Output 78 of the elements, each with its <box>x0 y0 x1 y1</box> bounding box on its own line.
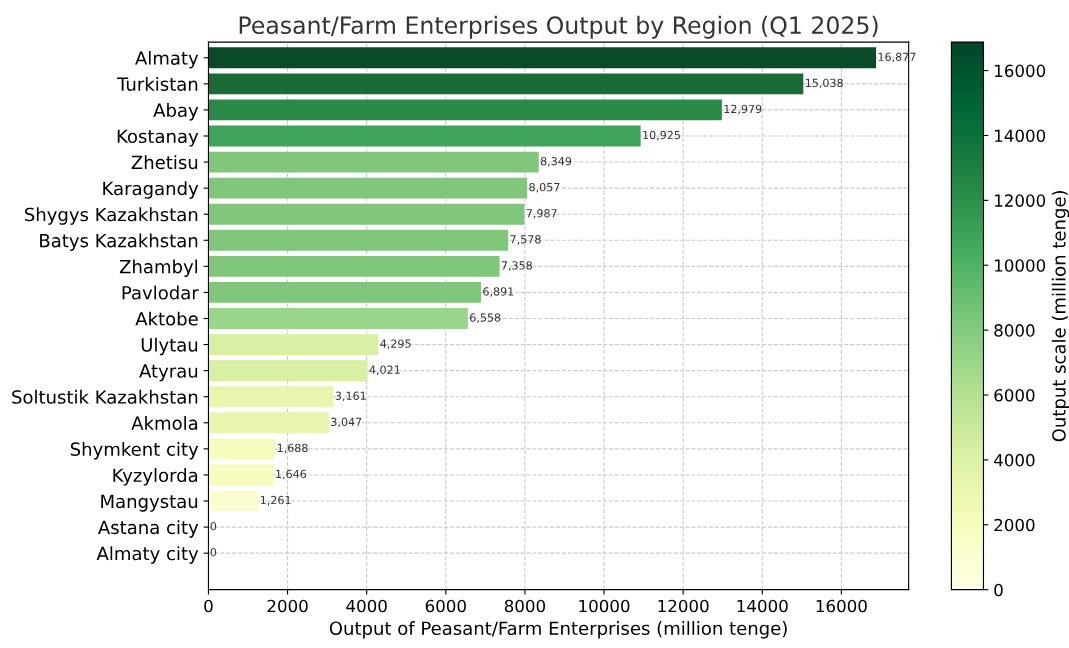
x-tick-label: 0 <box>204 599 213 613</box>
y-tick-label: Shymkent city <box>70 442 199 460</box>
y-tick-label: Soltustik Kazakhstan <box>12 389 198 404</box>
y-tick-label: Kyzylorda <box>113 468 198 486</box>
y-tick-label: Zhetisu <box>131 155 198 170</box>
x-tick-label: 6000 <box>425 599 466 613</box>
x-tick-label: 2000 <box>267 599 308 613</box>
bar <box>208 47 877 69</box>
bar <box>208 125 641 147</box>
y-tick-label: Astana city <box>98 520 199 538</box>
bar <box>208 99 722 121</box>
y-tick-label: Karagandy <box>103 181 199 199</box>
bar <box>208 151 539 173</box>
data-label: 3,161 <box>335 391 366 402</box>
x-tick-label: 14000 <box>737 599 788 613</box>
y-tick-label: Mangystau <box>101 494 198 512</box>
y-tick-label: Akmola <box>131 415 198 430</box>
bar <box>208 255 500 277</box>
x-tick-label: 12000 <box>658 599 709 613</box>
data-label: 15,038 <box>805 78 843 89</box>
y-tick-label: Ulytau <box>141 337 198 356</box>
bar <box>208 490 259 512</box>
bar <box>208 229 509 251</box>
color-bar-label: 8000 <box>994 324 1035 337</box>
color-bar-title: Output scale (million tenge) <box>1051 191 1069 442</box>
bar <box>208 282 482 303</box>
y-tick-label: Pavlodar <box>122 285 199 300</box>
data-label: 7,358 <box>501 261 532 271</box>
y-tick-label: Turkistan <box>117 76 198 91</box>
data-label: 12,979 <box>724 104 762 115</box>
color-bar-label: 4000 <box>994 453 1035 467</box>
bar <box>208 386 334 408</box>
data-label: 7,578 <box>510 235 541 245</box>
color-bar-label: 14000 <box>995 129 1046 143</box>
bar <box>208 438 276 460</box>
data-label: 8,057 <box>529 182 560 193</box>
bar <box>208 360 368 382</box>
x-tick-label: 10000 <box>579 599 630 613</box>
x-tick-label: 16000 <box>816 599 867 613</box>
bar <box>208 464 274 486</box>
bar <box>208 308 468 329</box>
y-tick-label: Aktobe <box>135 311 198 326</box>
data-label: 4,021 <box>369 365 400 376</box>
data-label: 7,987 <box>526 209 557 219</box>
bar <box>208 73 804 95</box>
y-tick-label: Atyrau <box>139 364 198 382</box>
data-label: 1,688 <box>277 443 308 454</box>
chart-title: Peasant/Farm Enterprises Output by Region (Q1 2025) <box>239 15 878 39</box>
data-label: 1,261 <box>260 495 291 506</box>
color-bar-label: 6000 <box>994 388 1035 402</box>
data-label: 1,646 <box>276 469 307 480</box>
y-tick-label: Shygys Kazakhstan <box>25 207 198 225</box>
bar <box>208 412 329 434</box>
color-bar-label: 0 <box>994 583 1003 597</box>
y-tick-label: Almaty <box>135 50 199 69</box>
x-tick-label: 8000 <box>504 599 546 613</box>
y-tick-label: Zhambyl <box>119 259 198 277</box>
data-label: 3,047 <box>331 417 362 428</box>
y-tick-label: Abay <box>153 103 199 121</box>
x-tick-label: 4000 <box>346 599 387 613</box>
data-label: 0 <box>210 548 217 557</box>
color-bar-label: 2000 <box>994 518 1035 532</box>
bar <box>208 334 379 356</box>
bar <box>208 203 525 225</box>
y-tick-label: Almaty city <box>96 546 199 564</box>
data-label: 8,349 <box>540 156 572 167</box>
data-label: 6,891 <box>483 287 514 297</box>
color-bar-label: 10000 <box>995 259 1046 272</box>
y-tick-label: Batys Kazakhstan <box>40 233 198 251</box>
data-label: 10,925 <box>643 130 680 141</box>
y-tick-label: Kostanay <box>117 129 199 147</box>
bar <box>208 177 528 199</box>
data-label: 0 <box>210 521 217 531</box>
data-label: 4,295 <box>380 339 411 349</box>
color-bar-label: 16000 <box>995 64 1046 78</box>
data-label: 6,558 <box>470 313 501 323</box>
color-bar-label: 12000 <box>995 194 1046 207</box>
x-axis-title: Output of Peasant/Farm Enterprises (million tenge) <box>329 621 787 639</box>
